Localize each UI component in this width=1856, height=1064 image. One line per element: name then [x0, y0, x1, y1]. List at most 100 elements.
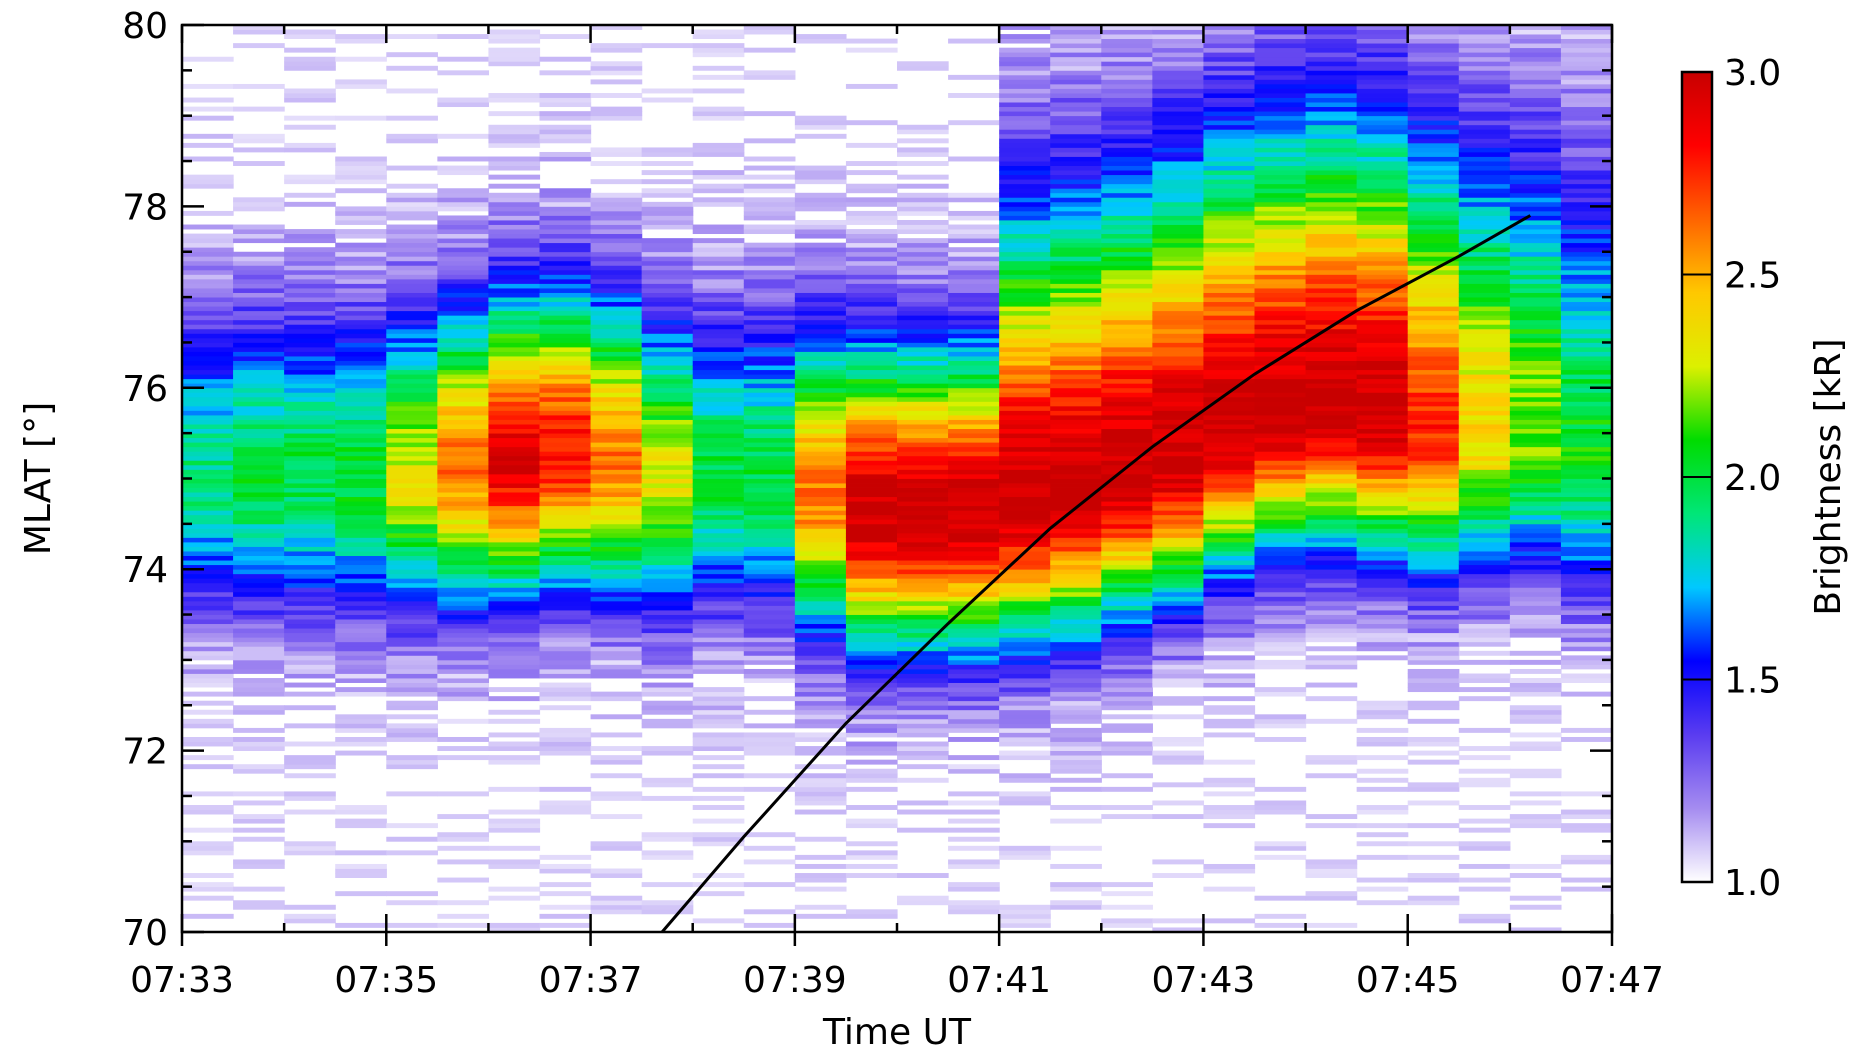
heatmap-cell [335, 174, 387, 180]
heatmap-cell [539, 365, 592, 371]
heatmap-cell [386, 442, 438, 448]
heatmap-cell [641, 668, 694, 674]
heatmap-cell [1152, 560, 1205, 566]
heatmap-cell [539, 415, 592, 420]
heatmap-cell [437, 428, 490, 434]
heatmap-cell [1407, 637, 1460, 643]
heatmap-cell [1407, 197, 1460, 203]
heatmap-cell [1254, 786, 1307, 792]
heatmap-cell [386, 247, 438, 253]
heatmap-cell [1407, 823, 1460, 829]
heatmap-cell [794, 496, 847, 502]
heatmap-cell [692, 473, 745, 479]
heatmap-cell [1101, 247, 1153, 253]
heatmap-cell [1050, 47, 1102, 53]
heatmap-cell [897, 727, 949, 733]
heatmap-cell [743, 632, 796, 638]
heatmap-cell [1050, 360, 1102, 366]
heatmap-cell [999, 310, 1051, 316]
heatmap-cell [1101, 387, 1153, 393]
heatmap-cell [743, 922, 796, 928]
heatmap-cell [182, 827, 234, 833]
heatmap-cell [488, 405, 541, 411]
heatmap-cell [743, 369, 796, 375]
heatmap-cell [1509, 52, 1562, 58]
heatmap-cell [1560, 306, 1612, 312]
heatmap-cell [845, 913, 898, 919]
heatmap-cell [1050, 673, 1102, 679]
heatmap-cell [794, 777, 847, 783]
heatmap-cell [1509, 492, 1562, 498]
heatmap-cell [1152, 142, 1205, 148]
colorbar-tick-label: 2.5 [1724, 256, 1781, 297]
heatmap-cell [1152, 165, 1205, 171]
heatmap-cell [488, 863, 541, 869]
heatmap-cell [692, 460, 745, 466]
heatmap-cell [999, 750, 1051, 756]
heatmap-cell [948, 659, 1000, 665]
heatmap-cell [1152, 659, 1205, 665]
heatmap-cell [1560, 483, 1612, 488]
heatmap-cell [1254, 188, 1307, 194]
heatmap-cell [284, 333, 336, 339]
heatmap-cell [999, 773, 1051, 779]
heatmap-cell [437, 478, 490, 484]
heatmap-cell [233, 433, 285, 439]
heatmap-cell [1152, 274, 1205, 280]
heatmap-cell [1305, 70, 1358, 76]
heatmap-cell [948, 623, 1000, 629]
heatmap-cell [437, 605, 490, 611]
heatmap-cell [1203, 174, 1256, 180]
heatmap-cell [1254, 337, 1307, 343]
heatmap-cell [1152, 337, 1205, 343]
heatmap-cell [1356, 841, 1409, 847]
heatmap-cell [1203, 97, 1256, 103]
heatmap-cell [743, 424, 796, 430]
heatmap-cell [794, 478, 847, 484]
heatmap-cell [1254, 419, 1307, 425]
heatmap-cell [948, 673, 1000, 679]
heatmap-cell [233, 569, 285, 575]
heatmap-cell [182, 396, 234, 402]
heatmap-cell [897, 900, 949, 906]
heatmap-cell [437, 310, 490, 316]
heatmap-cell [845, 718, 898, 724]
heatmap-cell [794, 637, 847, 643]
heatmap-cell [1407, 392, 1460, 398]
heatmap-cell [284, 351, 336, 357]
heatmap-cell [1254, 224, 1307, 230]
heatmap-cell [1458, 138, 1511, 144]
heatmap-cell [1560, 324, 1612, 330]
heatmap-cell [641, 288, 694, 293]
heatmap-cell [999, 850, 1051, 856]
heatmap-cell [999, 424, 1051, 430]
heatmap-cell [1509, 569, 1562, 575]
x-tick-label: 07:43 [1152, 960, 1256, 1001]
heatmap-cell [1560, 333, 1612, 339]
heatmap-cell [182, 179, 234, 185]
heatmap-cell [284, 578, 336, 584]
heatmap-cell [590, 61, 643, 67]
heatmap-cell [1050, 451, 1102, 457]
heatmap-cell [641, 591, 694, 597]
heatmap-cell [794, 351, 847, 357]
heatmap-cell [233, 600, 285, 606]
heatmap-cell [948, 260, 1000, 266]
heatmap-cell [590, 691, 643, 697]
heatmap-cell [1050, 65, 1102, 71]
heatmap-cell [233, 442, 285, 448]
heatmap-cell [794, 415, 847, 420]
heatmap-cell [1203, 664, 1256, 670]
heatmap-cell [794, 242, 847, 248]
heatmap-cell [1458, 365, 1511, 371]
heatmap-cell [437, 297, 490, 303]
heatmap-cell [1458, 269, 1511, 275]
heatmap-cell [1509, 582, 1562, 588]
heatmap-cell [845, 460, 898, 466]
heatmap-cell [437, 220, 490, 225]
heatmap-cell [1203, 591, 1256, 597]
heatmap-cell [999, 505, 1051, 511]
heatmap-cell [284, 551, 336, 556]
heatmap-cell [1509, 410, 1562, 416]
heatmap-cell [845, 396, 898, 402]
